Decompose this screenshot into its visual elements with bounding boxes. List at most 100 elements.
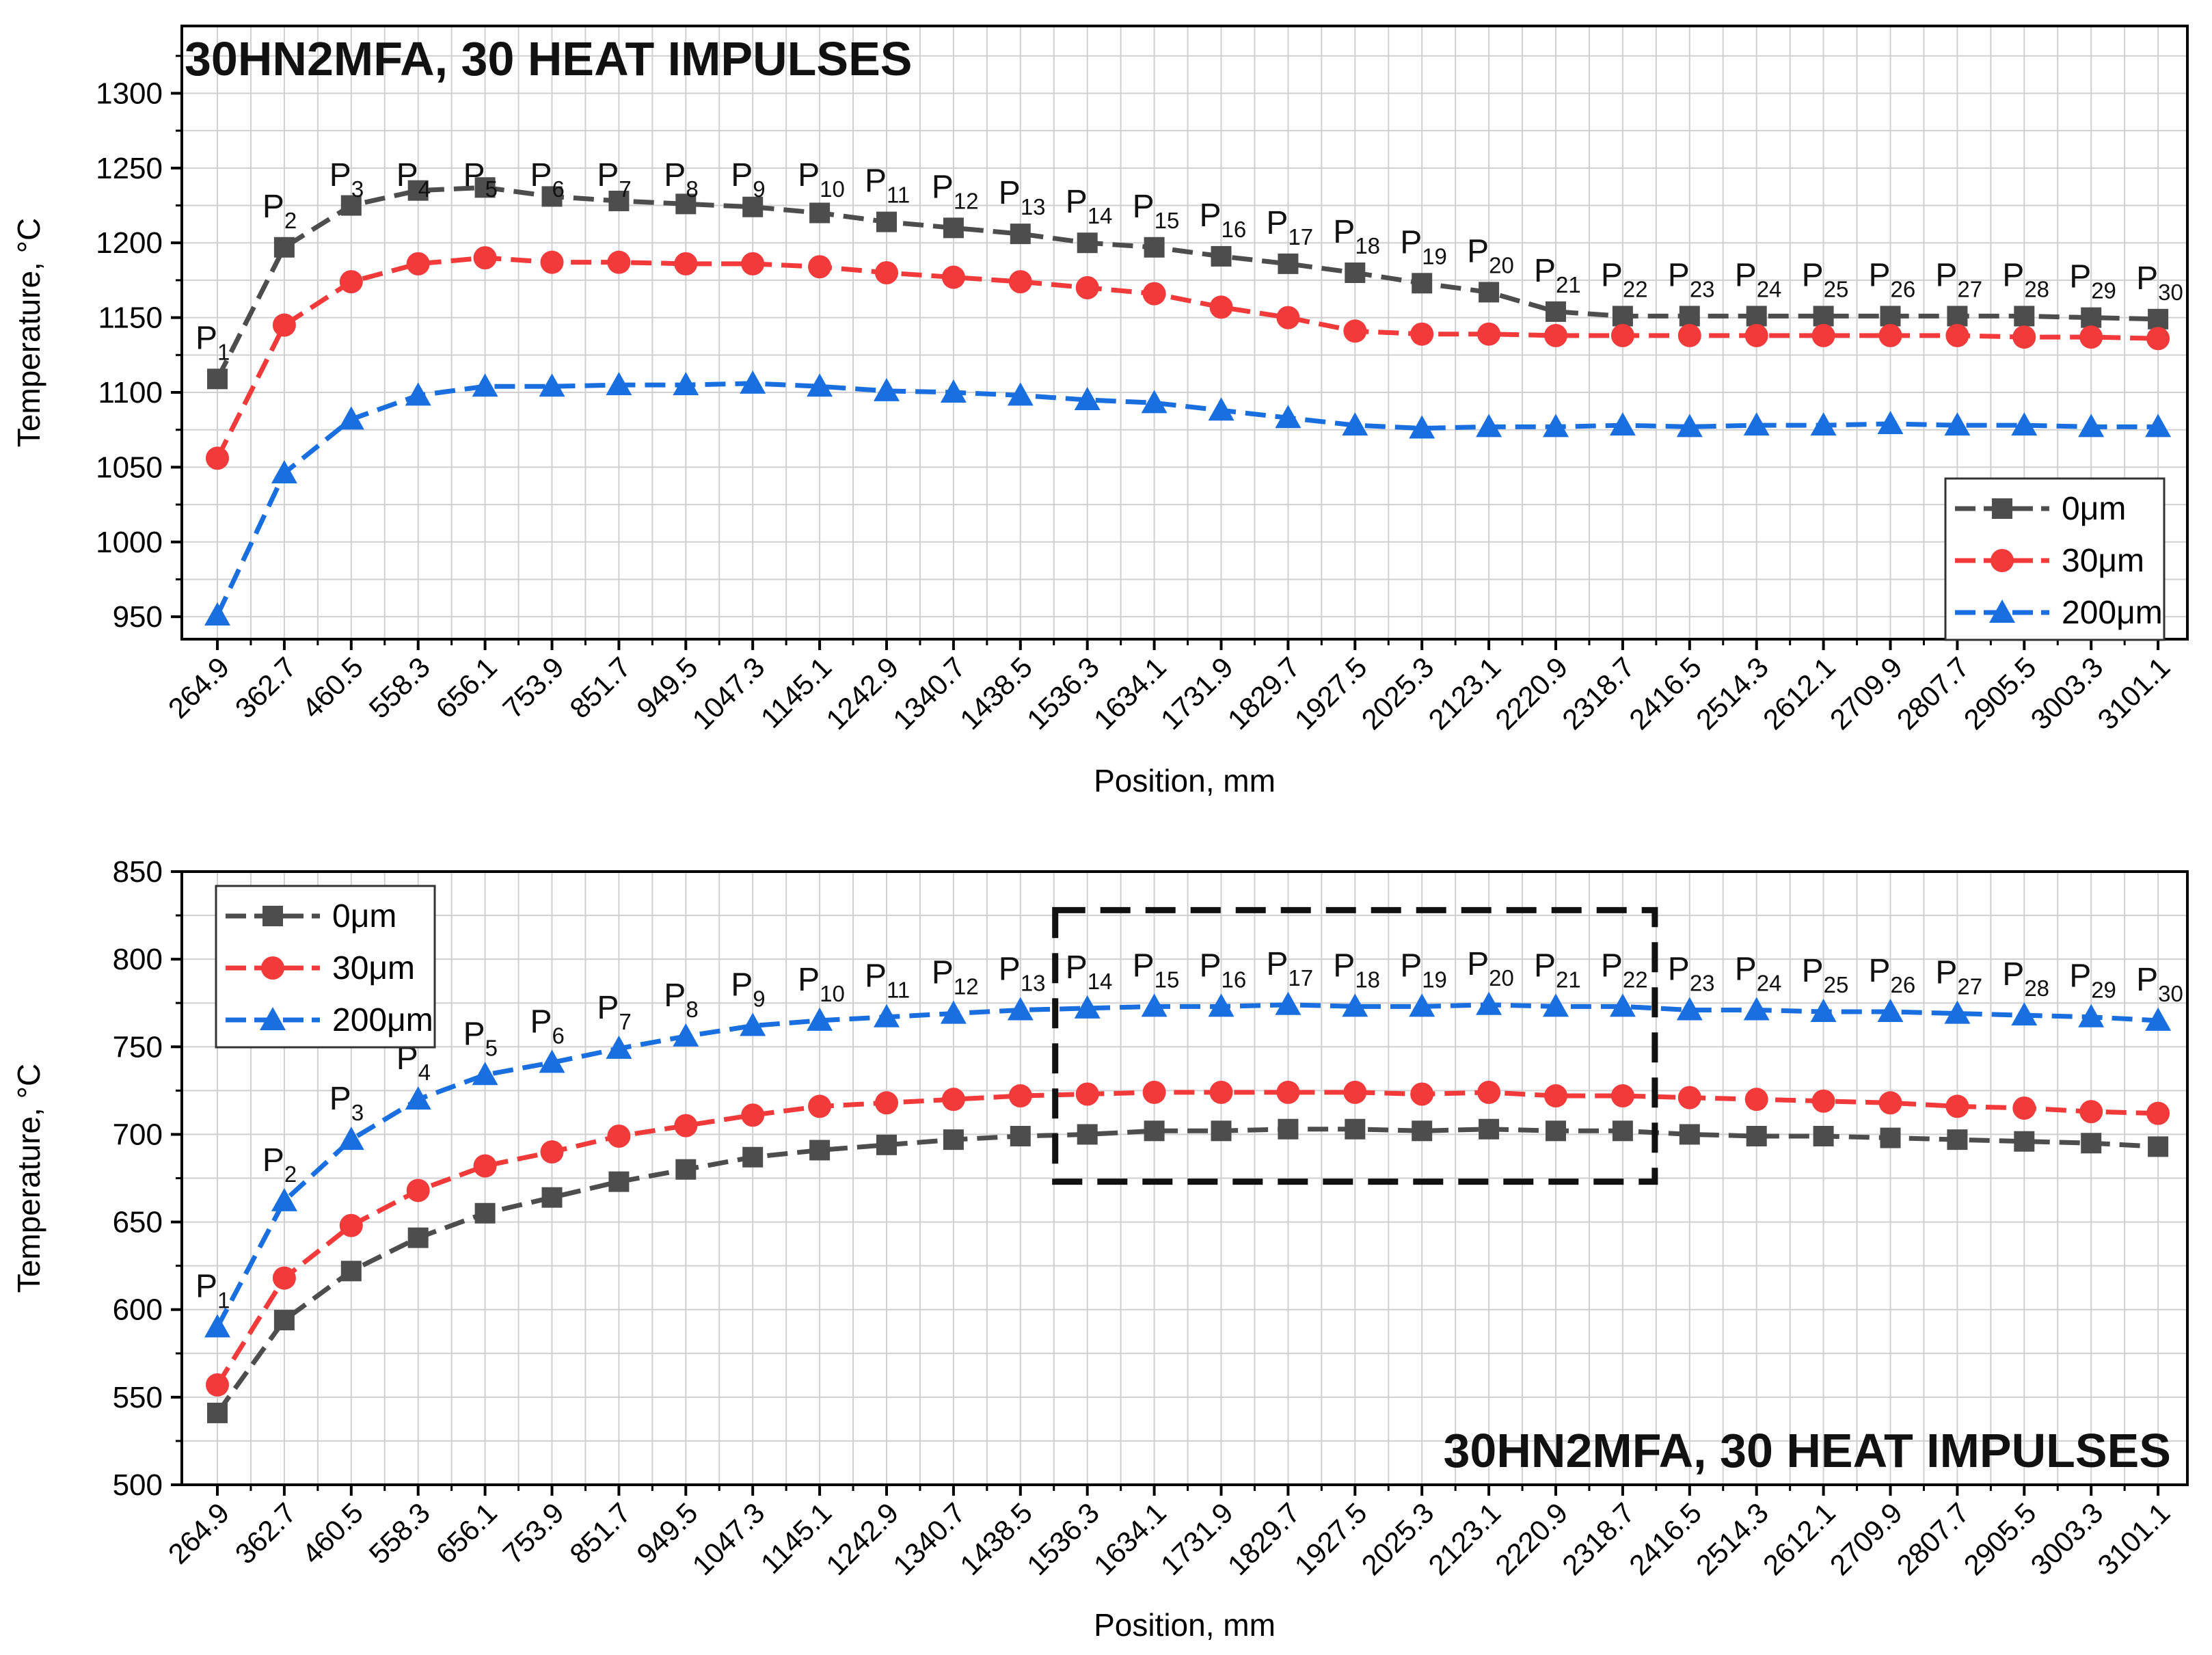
data-point — [1947, 306, 1968, 327]
data-point — [874, 377, 900, 401]
data-point — [407, 180, 429, 201]
data-point — [1543, 993, 1569, 1017]
data-point — [1677, 323, 1701, 347]
data-point — [1746, 306, 1767, 327]
legend-label: 200μm — [332, 1002, 433, 1038]
legend-marker — [261, 956, 284, 980]
data-point — [539, 373, 565, 397]
legend-label: 30μm — [2062, 543, 2144, 579]
data-point — [1944, 1000, 1971, 1024]
data-point — [204, 602, 230, 625]
data-point — [608, 190, 630, 211]
data-point — [2014, 1131, 2035, 1152]
data-point — [808, 1094, 832, 1118]
y-tick-label: 1200 — [96, 226, 163, 260]
data-point — [473, 1154, 497, 1178]
chart-title: 30HN2MFA, 30 HEAT IMPULSES — [185, 32, 913, 85]
data-point — [1609, 993, 1636, 1017]
data-point — [1010, 224, 1031, 245]
data-point — [608, 1171, 630, 1192]
data-point — [1945, 1094, 1969, 1118]
data-point — [1142, 282, 1166, 306]
data-point — [206, 446, 229, 470]
data-point — [2081, 307, 2102, 328]
series-line-0 — [215, 1127, 2159, 1414]
x-axis-label: Position, mm — [1094, 763, 1276, 798]
data-point — [742, 1146, 764, 1168]
gridlines — [182, 26, 2187, 639]
y-tick-label: 700 — [113, 1118, 163, 1151]
data-point — [1477, 322, 1501, 346]
data-point — [1345, 262, 1366, 283]
data-point — [809, 1140, 831, 1161]
data-point — [405, 1086, 431, 1110]
series-line-0 — [215, 185, 2159, 380]
data-point — [539, 1049, 565, 1073]
data-point — [1878, 323, 1902, 347]
data-point — [1008, 1084, 1032, 1108]
data-point — [2011, 412, 2038, 436]
data-point — [1744, 323, 1768, 347]
y-tick-label: 750 — [113, 1030, 163, 1064]
y-tick-label: 550 — [113, 1381, 163, 1414]
data-point — [207, 1402, 228, 1423]
data-point — [1343, 319, 1367, 343]
data-point — [1077, 1124, 1098, 1145]
data-point — [1612, 1120, 1633, 1142]
data-point — [1743, 412, 1770, 436]
data-point — [1410, 322, 1434, 346]
data-point — [940, 379, 967, 403]
data-point — [2145, 414, 2172, 438]
data-point — [740, 1012, 766, 1036]
data-point — [540, 250, 564, 274]
data-point — [941, 1088, 965, 1112]
data-point — [1209, 1080, 1233, 1104]
data-point — [1075, 275, 1099, 299]
data-point — [2079, 1100, 2103, 1124]
data-point — [1610, 1084, 1634, 1108]
data-point — [1813, 1125, 1834, 1146]
data-point — [272, 1266, 296, 1290]
y-tick-label: 800 — [113, 943, 163, 976]
series-markers-0 — [207, 177, 2169, 390]
series-line-2 — [215, 1002, 2159, 1328]
data-point — [472, 1062, 498, 1086]
series-markers-0 — [207, 1118, 2169, 1423]
data-point — [941, 265, 965, 289]
series-markers-2 — [204, 370, 2172, 625]
data-point — [1409, 993, 1435, 1017]
data-point — [742, 196, 764, 217]
data-point — [1208, 993, 1235, 1017]
data-point — [674, 1114, 698, 1138]
data-point — [339, 270, 363, 294]
data-point — [808, 255, 832, 279]
data-point — [1877, 999, 1904, 1023]
data-point — [1276, 1080, 1300, 1104]
data-point — [1609, 412, 1636, 436]
legend-marker — [262, 906, 283, 926]
data-point — [1211, 1120, 1232, 1142]
data-point — [2078, 414, 2105, 438]
y-tick-label: 1300 — [96, 77, 163, 110]
data-point — [1276, 306, 1300, 329]
data-point — [1409, 415, 1435, 439]
data-point — [875, 1091, 898, 1115]
data-point — [1877, 410, 1904, 434]
data-point — [943, 1129, 964, 1151]
data-point — [541, 186, 563, 207]
data-point — [338, 406, 364, 430]
data-point — [1208, 397, 1235, 421]
data-point — [1811, 323, 1835, 347]
y-axis: 950 1000 1050 1100 1150 1200 1250 1300 — [96, 55, 182, 634]
data-point — [809, 202, 831, 224]
y-tick-label: 600 — [113, 1293, 163, 1327]
data-point — [943, 217, 964, 239]
y-axis-label: Temperature, °C — [11, 1064, 46, 1293]
data-point — [271, 460, 297, 484]
data-point — [940, 1000, 967, 1024]
data-point — [1342, 412, 1368, 436]
data-point — [1880, 306, 1901, 327]
data-point — [272, 313, 296, 337]
data-point — [2012, 325, 2036, 349]
data-point — [1479, 282, 1500, 303]
